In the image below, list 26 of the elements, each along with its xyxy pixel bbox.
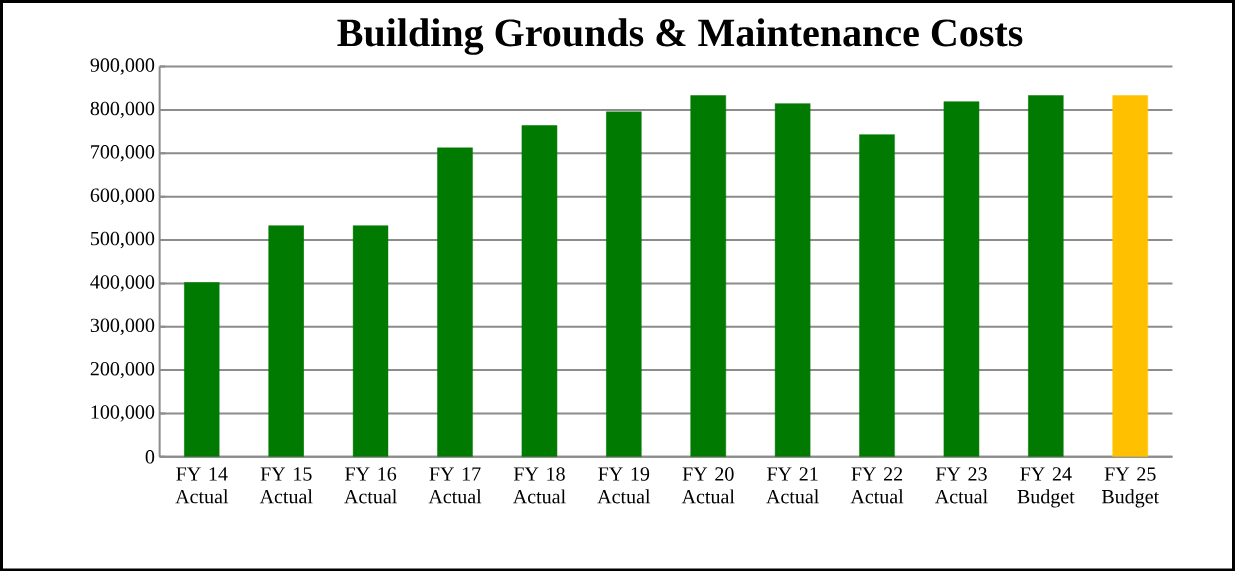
- x-tick-label: FY 19 Actual: [597, 467, 651, 504]
- x-tick-label: FY 25 Budget: [1101, 467, 1160, 508]
- x-tick-label: FY 21 Actual: [766, 467, 819, 504]
- y-tick-label: 600,000: [90, 188, 155, 205]
- y-tick-label: 0: [145, 449, 155, 464]
- x-tick-label: FY 15 Actual: [259, 467, 313, 504]
- bar: [184, 282, 220, 457]
- y-tick-label: 400,000: [90, 274, 155, 292]
- x-tick-label: FY 24 Budget: [1017, 467, 1075, 508]
- x-tick-label: FY 16 Actual: [344, 467, 397, 504]
- x-tick-label: FY 20 Actual: [681, 467, 735, 504]
- y-tick-label: 800,000: [90, 101, 155, 118]
- x-tick-label: FY 23 Actual: [934, 467, 988, 504]
- x-tick-label: FY 22 Actual: [850, 467, 904, 504]
- y-tick-label: 500,000: [91, 231, 155, 248]
- y-tick-label: 300,000: [90, 318, 155, 335]
- chart-title: Building Grounds & Maintenance Costs: [337, 18, 1023, 55]
- y-tick-label: 900,000: [90, 58, 155, 75]
- bar: [268, 225, 305, 457]
- bar: [352, 225, 389, 457]
- y-tick-label: 200,000: [90, 361, 155, 379]
- x-tick-label: FY 18 Actual: [512, 467, 566, 504]
- x-tick-label: FY 14 Actual: [175, 467, 229, 504]
- y-tick-label: 100,000: [91, 405, 155, 422]
- x-tick-label: FY 17 Actual: [428, 467, 482, 504]
- y-tick-label: 700,000: [91, 144, 155, 162]
